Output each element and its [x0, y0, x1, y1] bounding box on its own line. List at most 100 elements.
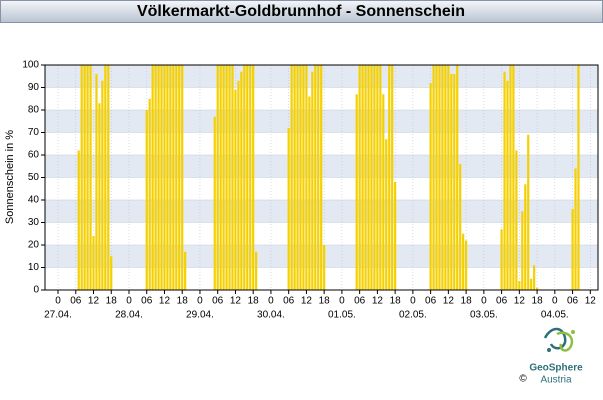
bar	[450, 74, 453, 290]
x-tick-label: 06	[141, 296, 153, 307]
bar	[293, 65, 296, 290]
bar	[355, 94, 358, 290]
bar	[317, 65, 320, 290]
bar	[234, 89, 237, 290]
bar	[86, 65, 89, 290]
bar	[255, 251, 258, 290]
bar	[574, 168, 577, 290]
x-tick-label: 0	[339, 296, 345, 307]
y-tick-label: 0	[33, 285, 39, 296]
y-tick-label: 50	[28, 172, 40, 183]
y-tick-label: 10	[28, 262, 40, 273]
bar	[503, 71, 506, 290]
x-tick-label: 12	[443, 296, 455, 307]
bar	[305, 65, 308, 290]
bar	[373, 65, 376, 290]
bar	[213, 116, 216, 290]
bar	[302, 65, 305, 290]
bar	[444, 65, 447, 290]
x-tick-label: 0	[55, 296, 61, 307]
bar	[175, 65, 178, 290]
x-tick-label: 18	[461, 296, 473, 307]
bar	[166, 65, 169, 290]
x-tick-label: 12	[159, 296, 171, 307]
bar	[104, 65, 107, 290]
x-date-label: 01.05.	[328, 310, 356, 321]
x-tick-label: 12	[514, 296, 526, 307]
bar	[530, 278, 533, 290]
bar	[435, 65, 438, 290]
x-tick-label: 06	[496, 296, 508, 307]
bar	[533, 265, 536, 290]
bar	[527, 134, 530, 290]
bar	[521, 211, 524, 290]
bar	[243, 65, 246, 290]
bar	[231, 65, 234, 290]
x-tick-label: 18	[319, 296, 331, 307]
bar	[382, 94, 385, 290]
bar	[462, 233, 465, 290]
bar	[110, 256, 113, 290]
y-tick-label: 40	[28, 195, 40, 206]
y-tick-label: 60	[28, 150, 40, 161]
x-tick-label: 0	[552, 296, 558, 307]
bar	[465, 240, 468, 290]
bar	[509, 65, 512, 290]
x-tick-label: 18	[177, 296, 189, 307]
bar	[524, 184, 527, 290]
bar	[92, 236, 95, 290]
bar	[447, 65, 450, 290]
bar	[385, 139, 388, 290]
bar	[252, 65, 255, 290]
bar	[181, 65, 184, 290]
x-date-label: 27.04.	[44, 310, 72, 321]
logo	[543, 327, 575, 352]
y-tick-label: 20	[28, 240, 40, 251]
bar	[379, 65, 382, 290]
x-tick-label: 12	[230, 296, 242, 307]
bar	[364, 65, 367, 290]
bar	[163, 65, 166, 290]
bar	[376, 65, 379, 290]
bar	[518, 281, 521, 290]
bar	[107, 65, 110, 290]
bar	[320, 65, 323, 290]
bar	[169, 65, 172, 290]
y-tick-label: 30	[28, 217, 40, 228]
bar	[89, 65, 92, 290]
y-tick-label: 80	[28, 105, 40, 116]
bar	[77, 150, 80, 290]
x-tick-label: 06	[425, 296, 437, 307]
x-tick-label: 0	[410, 296, 416, 307]
plot-border	[44, 64, 599, 291]
bar	[83, 65, 86, 290]
y-tick-label: 70	[28, 127, 40, 138]
bar	[101, 80, 104, 290]
x-tick-label: 12	[372, 296, 384, 307]
bar	[506, 80, 509, 290]
bar	[151, 65, 154, 290]
bar	[577, 65, 580, 290]
x-tick-label: 06	[354, 296, 366, 307]
bar	[299, 65, 302, 290]
bar	[148, 98, 151, 290]
bar	[388, 65, 391, 290]
bar	[438, 65, 441, 290]
bar	[98, 103, 101, 290]
x-tick-label: 0	[268, 296, 274, 307]
x-tick-label: 06	[212, 296, 224, 307]
bar	[358, 65, 361, 290]
x-date-label: 30.04.	[257, 310, 285, 321]
bar	[314, 65, 317, 290]
x-tick-label: 06	[567, 296, 579, 307]
bar	[394, 182, 397, 290]
bar	[367, 65, 370, 290]
bar	[95, 74, 98, 290]
bar	[571, 209, 574, 290]
x-date-label: 02.05.	[399, 310, 427, 321]
bar	[512, 65, 515, 290]
bar	[237, 80, 240, 290]
bar	[515, 150, 518, 290]
plot-area: 0 10 20 30 40 50 60 70 80 90 100 0 06 12 18 0 06 12 18 0 06 1…	[22, 60, 599, 321]
